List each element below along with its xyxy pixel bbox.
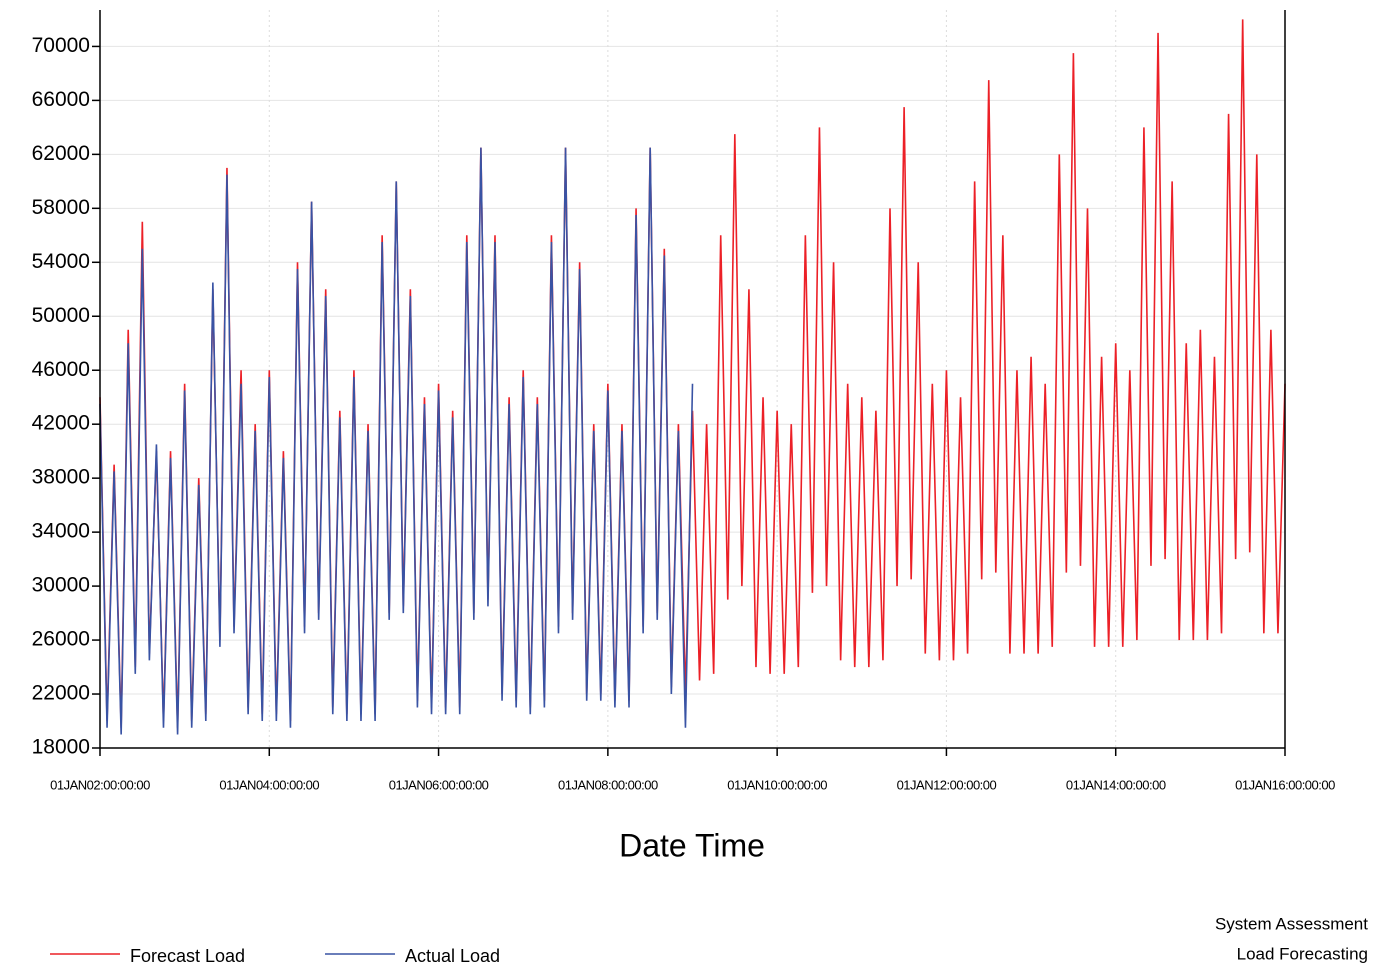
x-tick-label: 01JAN16:00:00:00: [1235, 777, 1335, 792]
y-tick-label: 50000: [32, 304, 90, 327]
x-tick-label: 01JAN10:00:00:00: [727, 777, 827, 792]
y-tick-label: 42000: [32, 412, 90, 435]
y-tick-label: 18000: [32, 736, 90, 759]
y-tick-label: 46000: [32, 358, 90, 381]
x-tick-label: 01JAN12:00:00:00: [897, 777, 997, 792]
footnote: Load Forecasting: [1237, 944, 1368, 963]
x-tick-label: 01JAN14:00:00:00: [1066, 777, 1166, 792]
x-tick-label: 01JAN02:00:00:00: [50, 777, 150, 792]
y-tick-label: 26000: [32, 628, 90, 651]
y-tick-label: 38000: [32, 466, 90, 489]
x-axis-label: Date Time: [619, 827, 765, 863]
y-tick-label: 54000: [32, 250, 90, 273]
series-line: [99, 147, 694, 735]
series-line: [99, 19, 1286, 728]
y-tick-label: 22000: [32, 682, 90, 705]
legend-label: Actual Load: [405, 946, 500, 966]
legend-label: Forecast Load: [130, 946, 245, 966]
y-tick-label: 30000: [32, 574, 90, 597]
x-tick-label: 01JAN08:00:00:00: [558, 777, 658, 792]
footnote: System Assessment: [1215, 914, 1368, 933]
x-tick-label: 01JAN04:00:00:00: [219, 777, 319, 792]
y-tick-label: 34000: [32, 520, 90, 543]
y-tick-label: 58000: [32, 196, 90, 219]
x-tick-label: 01JAN06:00:00:00: [389, 777, 489, 792]
y-tick-label: 66000: [32, 88, 90, 111]
y-tick-label: 62000: [32, 142, 90, 165]
y-tick-label: 70000: [32, 34, 90, 57]
